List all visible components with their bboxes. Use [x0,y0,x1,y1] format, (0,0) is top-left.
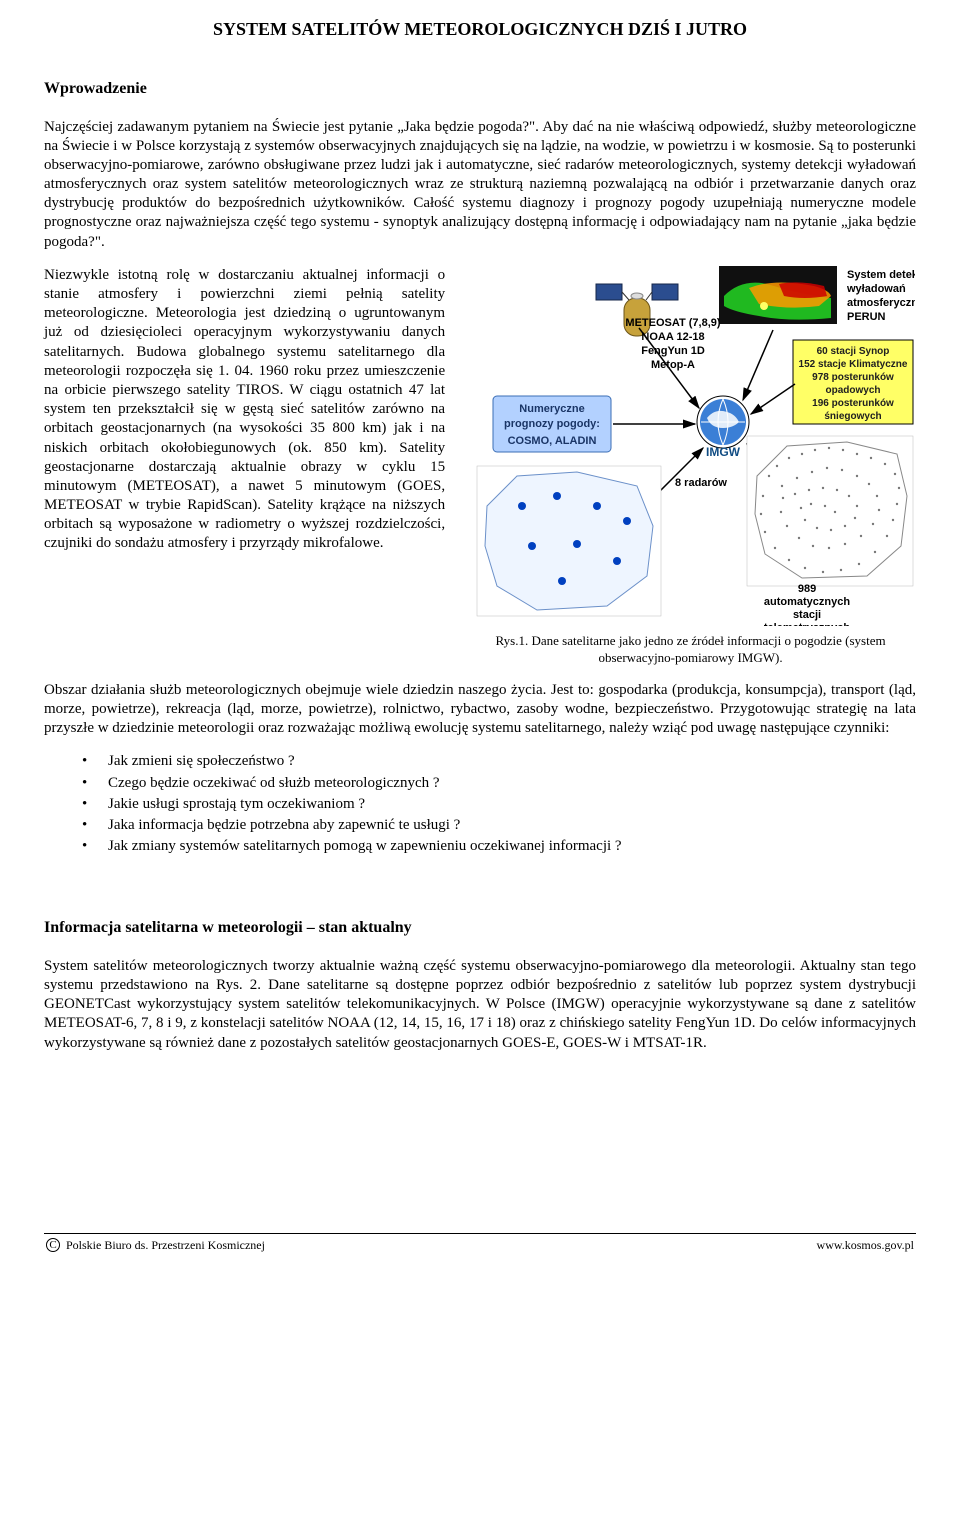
svg-text:System detekcji: System detekcji [847,269,915,281]
list-item: Jaka informacja będzie potrzebna aby zap… [82,816,916,835]
svg-text:telemetrycznych: telemetrycznych [763,622,849,626]
figure-1: System detekcji wyładowań atmosferycznyc… [465,266,916,667]
forecast-box: Numeryczne prognozy pogody: COSMO, ALADI… [493,396,611,452]
heading-intro: Wprowadzenie [44,79,916,99]
svg-text:8 radarów: 8 radarów [675,477,727,489]
svg-text:60 stacji Synop: 60 stacji Synop [816,346,889,357]
left-column-paragraph: Niezwykle istotną rolę w dostarczaniu ak… [44,266,445,554]
svg-text:automatycznych: automatycznych [763,596,849,608]
page-footer: C Polskie Biuro ds. Przestrzeni Kosmiczn… [44,1233,916,1253]
svg-text:NOAA 12-18: NOAA 12-18 [641,331,704,343]
svg-text:wyładowań: wyładowań [846,283,906,295]
stations-box: 60 stacji Synop 152 stacje Klimatyczne 9… [793,340,913,424]
list-item: Jakie usługi sprostają tym oczekiwaniom … [82,795,916,814]
footer-left-text: Polskie Biuro ds. Przestrzeni Kosmicznej [66,1238,265,1253]
questions-list: Jak zmieni się społeczeństwo ? Czego będ… [82,752,916,856]
list-item: Jak zmieni się społeczeństwo ? [82,752,916,771]
left-text-column: Niezwykle istotną rolę w dostarczaniu ak… [44,266,445,554]
svg-text:978 posterunków: 978 posterunków [812,372,894,383]
right-figure-column: System detekcji wyładowań atmosferycznyc… [465,266,916,667]
svg-text:prognozy pogody:: prognozy pogody: [504,418,600,430]
svg-text:FengYun 1D: FengYun 1D [641,345,705,357]
svg-text:152 stacje Klimatyczne: 152 stacje Klimatyczne [798,359,907,370]
heading-status: Informacja satelitarna w meteorologii – … [44,918,916,938]
svg-text:opadowych: opadowych [825,385,880,396]
svg-text:196 posterunków: 196 posterunków [812,398,894,409]
status-paragraph: System satelitów meteorologicznych tworz… [44,957,916,1053]
svg-text:Metop-A: Metop-A [651,359,695,371]
svg-text:PERUN: PERUN [847,311,886,323]
page-title: SYSTEM SATELITÓW METEOROLOGICZNYCH DZIŚ … [44,18,916,41]
copyright-icon: C [46,1238,60,1252]
svg-text:989: 989 [797,583,815,595]
list-item: Jak zmiany systemów satelitarnych pomogą… [82,837,916,856]
intro-paragraph: Najczęściej zadawanym pytaniem na Świeci… [44,118,916,252]
svg-text:stacji: stacji [792,609,820,621]
footer-right-text: www.kosmos.gov.pl [817,1238,914,1253]
paragraph-activities: Obszar działania służb meteorologicznych… [44,681,916,739]
figure-1-diagram: System detekcji wyładowań atmosferycznyc… [467,266,915,626]
svg-text:śniegowych: śniegowych [824,411,881,422]
figure-1-caption: Rys.1. Dane satelitarne jako jedno ze źr… [496,632,886,667]
svg-text:METEOSAT (7,8,9): METEOSAT (7,8,9) [625,317,720,329]
svg-text:COSMO, ALADIN: COSMO, ALADIN [507,435,596,447]
svg-text:IMGW: IMGW [706,445,741,459]
list-item: Czego będzie oczekiwać od służb meteorol… [82,774,916,793]
svg-text:atmosferycznych: atmosferycznych [847,297,915,309]
stations-map [747,436,913,586]
two-column-row: Niezwykle istotną rolę w dostarczaniu ak… [44,266,916,667]
svg-text:Numeryczne: Numeryczne [519,403,584,415]
